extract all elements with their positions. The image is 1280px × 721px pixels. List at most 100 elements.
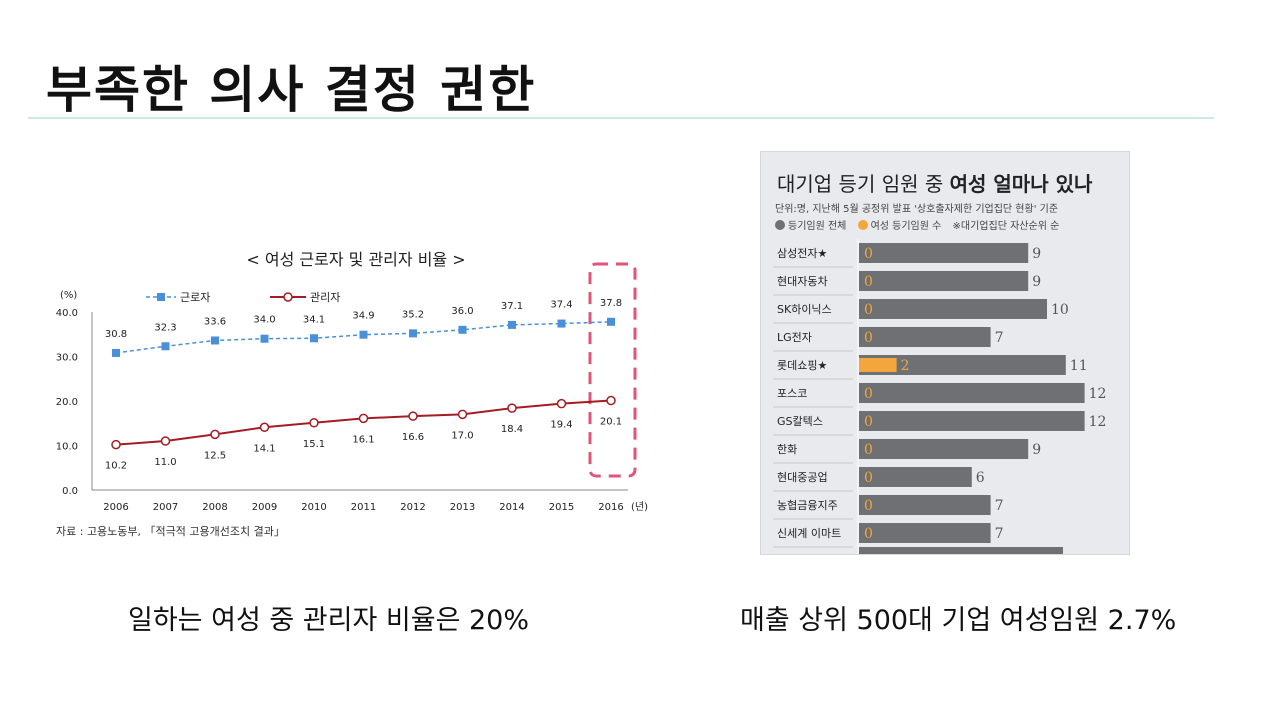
data-label-managers: 12.5 [204,450,226,461]
point-workers [112,348,120,357]
bar-total [859,495,991,515]
line-chart: 0.0 10.0 20.0 30.0 40.0 (%) 2006 2007 2008 2009 20… [56,262,648,513]
data-label-workers: 37.8 [600,298,622,309]
legend-marker-workers [157,293,165,301]
legend-swatch-female [857,220,868,230]
y-tick-label: 20.0 [56,397,78,408]
bar-total-label: 7 [995,330,1004,346]
point-workers [458,325,467,334]
bar-total [859,299,1047,319]
bar-chart-title-bold: 여성 얼마나 있나 [949,172,1093,196]
point-managers [210,429,220,440]
x-tick-label: 2013 [450,502,475,513]
legend-note: ※대기업집단 자산순위 순 [952,221,1060,232]
x-tick-label: 2010 [301,502,326,513]
data-label-managers: 11.0 [154,457,176,468]
bar-next-row-partial [859,547,1063,554]
point-managers [259,422,270,433]
point-workers [211,336,219,345]
bar-chart-legend: 등기임원 전체 여성 등기임원 수 ※대기업집단 자산순위 순 [775,217,1067,232]
x-tick-label: 2007 [153,502,178,513]
slide-title: 부족한 의사 결정 권한 [46,61,537,119]
data-label-managers: 17.0 [451,430,473,441]
point-workers [260,334,269,343]
bar-female-label: 0 [864,526,873,542]
data-label-workers: 32.3 [154,322,176,333]
point-workers [359,330,368,339]
legend-label-female: 여성 등기임원 수 [870,221,942,232]
legend-item-total: 등기임원 전체 [775,220,847,232]
data-label-managers: 14.1 [253,443,275,454]
x-axis-unit: (년) [631,501,648,513]
bar-female-label: 0 [864,442,873,458]
data-label-managers: 15.1 [303,439,325,450]
highlight-box-2016 [588,262,637,478]
bar-chart-title: 대기업 등기 임원 중 여성 얼마나 있나 [777,168,1092,197]
legend-label-managers: 관리자 [310,291,340,304]
data-label-workers: 34.9 [352,311,374,322]
bar-female [859,358,897,372]
legend-swatch-total [775,220,785,230]
legend-marker-managers [283,292,293,302]
caption-left: 일하는 여성 중 관리자 비율은 20% [128,605,530,636]
bar-female-label: 0 [864,498,873,514]
bar-category-label: 롯데쇼핑★ [777,359,827,372]
bar-total [859,439,1029,459]
bar-total [859,411,1085,431]
bar-female-label: 0 [864,330,873,346]
y-tick-label: 0.0 [62,486,78,497]
bar-total [859,383,1085,403]
bar-total-label: 10 [1051,302,1069,318]
point-workers [409,329,417,338]
bar-category-label: 현대자동차 [777,275,828,288]
x-tick-label: 2016 [598,502,623,513]
point-managers [556,398,567,409]
bar-chart-panel: 삼성전자★ 9 0 현대자동차 9 0 SK하이닉스 10 0 LG전자 7 0 롯데쇼핑★ 11 2 포스코… [760,151,1130,555]
data-label-workers: 33.6 [204,316,226,327]
point-workers [607,317,615,326]
data-label-workers: 34.1 [303,314,325,325]
bar-female-label: 0 [864,274,873,290]
data-label-workers: 37.4 [550,300,572,311]
legend-label-workers: 근로자 [180,291,210,304]
bar-chart-title-plain: 대기업 등기 임원 중 [777,172,950,196]
bar-female-label: 0 [864,470,873,486]
bar-category-label: GS칼텍스 [777,415,823,428]
bar-female-label: 0 [864,302,873,318]
x-tick-label: 2008 [202,502,227,513]
data-label-managers: 19.4 [550,420,572,431]
bar-category-label: 현대중공업 [777,471,828,484]
y-tick-label: 40.0 [56,308,78,319]
data-label-managers: 16.6 [402,432,424,443]
bar-category-label: 농협금융지주 [777,499,838,512]
data-label-workers: 30.8 [105,329,127,340]
data-label-workers: 35.2 [402,309,424,320]
x-tick-label: 2012 [400,502,425,513]
bar-category-label: SK하이닉스 [777,302,832,316]
bar-category-label: 신세계 이마트 [777,527,841,540]
x-tick-label: 2006 [103,502,128,513]
data-label-managers: 10.2 [105,461,127,472]
point-managers [408,411,418,421]
bar-female-label: 2 [901,358,910,374]
bar-total-label: 9 [1032,274,1041,290]
x-tick-label: 2014 [499,502,524,513]
bar-total [859,327,991,347]
data-label-managers: 20.1 [600,417,622,428]
x-tick-label: 2009 [252,502,277,513]
bar-female-label: 0 [864,386,873,402]
legend-label-total: 등기임원 전체 [788,221,847,232]
data-label-managers: 18.4 [501,424,523,435]
line-chart-title: < 여성 근로자 및 관리자 비율 > [246,250,466,269]
bar-total-label: 9 [1032,246,1041,262]
point-managers [309,418,319,428]
bar-category-label: 포스코 [777,387,807,400]
point-managers [457,409,468,420]
line-chart-panel: 0.0 10.0 20.0 30.0 40.0 (%) 2006 2007 2008 2009 20… [56,238,656,548]
data-label-workers: 36.0 [451,306,473,317]
point-managers [358,413,369,424]
data-label-workers: 37.1 [501,301,523,312]
bar-total-label: 6 [976,470,985,486]
bar-chart: 삼성전자★ 9 0 현대자동차 9 0 SK하이닉스 10 0 LG전자 7 0 롯데쇼핑★ 11 2 포스코… [773,239,1106,554]
x-tick-label: 2011 [351,502,376,513]
